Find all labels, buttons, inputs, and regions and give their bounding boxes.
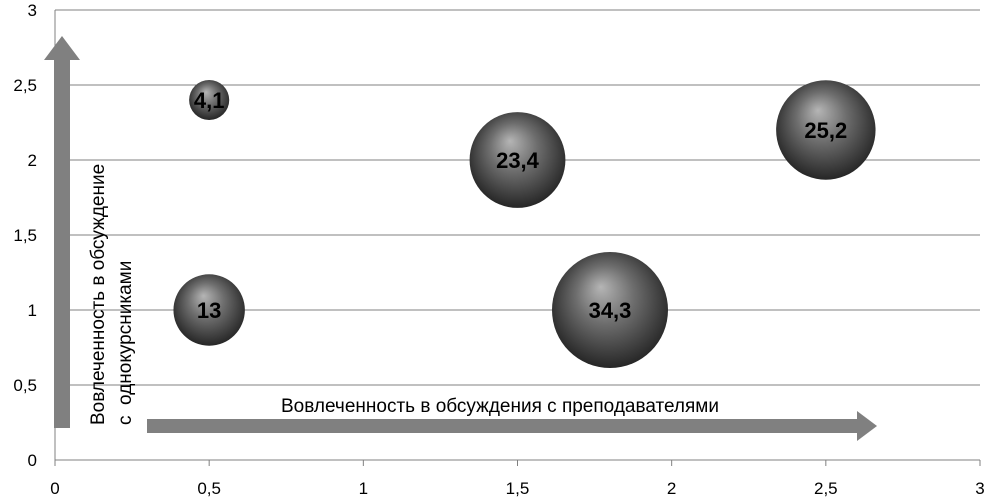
y-axis-arrow bbox=[44, 36, 80, 428]
y-tick-label: 0 bbox=[28, 451, 37, 470]
x-tick-label: 0,5 bbox=[197, 479, 221, 498]
y-tick-label: 1 bbox=[28, 301, 37, 320]
bubble-label: 23,4 bbox=[496, 148, 540, 173]
bubble bbox=[552, 252, 668, 368]
bubble-label: 25,2 bbox=[804, 118, 847, 143]
y-tick-label: 2,5 bbox=[13, 76, 37, 95]
y-tick-label: 0,5 bbox=[13, 376, 37, 395]
x-tick-label: 1 bbox=[359, 479, 368, 498]
x-axis-arrow bbox=[147, 411, 877, 441]
bubbles: 4,1 23,4 25,2 13 34,3 bbox=[173, 79, 876, 368]
x-tick-label: 3 bbox=[975, 479, 984, 498]
x-tick-label: 0 bbox=[50, 479, 59, 498]
bubble bbox=[469, 112, 566, 208]
x-tick-labels: 0 0,5 1 1,5 2 2,5 3 bbox=[50, 479, 984, 498]
x-axis-title: Вовлеченность в обсуждения с преподавате… bbox=[281, 396, 719, 417]
x-tick-label: 2 bbox=[667, 479, 676, 498]
bubble-label: 34,3 bbox=[589, 298, 632, 323]
y-tick-labels: 0 0,5 1 1,5 2 2,5 3 bbox=[13, 1, 37, 470]
bubble-label: 13 bbox=[197, 298, 221, 323]
y-tick-label: 2 bbox=[28, 151, 37, 170]
bubble bbox=[173, 274, 245, 346]
y-tick-label: 1,5 bbox=[13, 226, 37, 245]
x-tick-label: 1,5 bbox=[506, 479, 530, 498]
bubble bbox=[189, 79, 230, 121]
y-axis-title-line1: Вовлеченность в обсуждение bbox=[88, 164, 109, 425]
y-tick-label: 3 bbox=[28, 1, 37, 20]
x-tick-label: 2,5 bbox=[814, 479, 838, 498]
bubble-label: 4,1 bbox=[194, 88, 225, 113]
y-axis-title-line2: с однокурсниками bbox=[115, 261, 136, 425]
bubble bbox=[776, 80, 876, 180]
